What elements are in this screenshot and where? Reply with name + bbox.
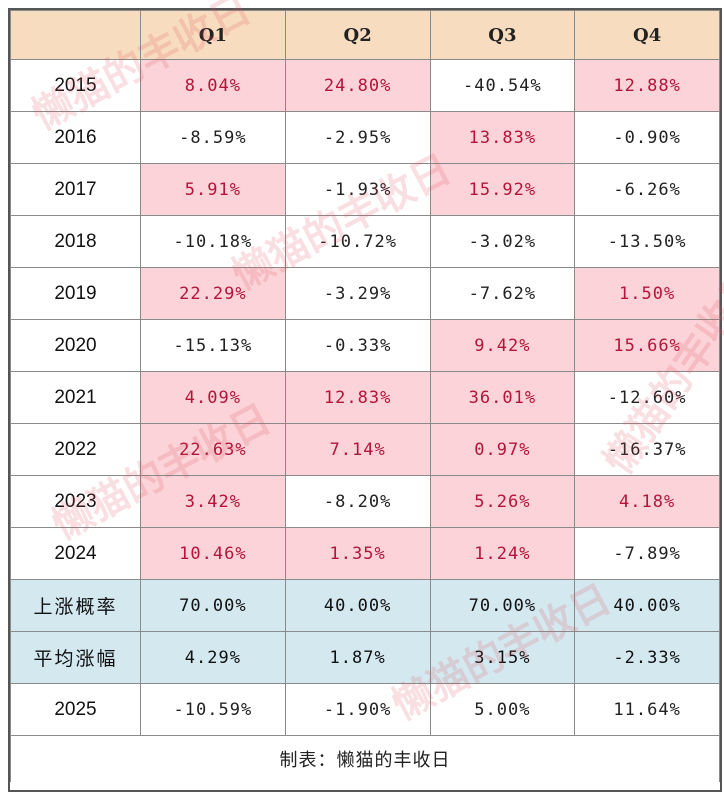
- header-q2: Q2: [284, 10, 431, 60]
- return-cell: 4.18%: [574, 475, 720, 528]
- return-cell: -16.37%: [574, 423, 720, 476]
- return-cell: -3.02%: [429, 215, 576, 268]
- return-cell: 22.29%: [140, 267, 286, 320]
- return-cell: 12.88%: [574, 59, 720, 112]
- return-cell: 0.97%: [429, 423, 576, 476]
- return-cell: 9.42%: [429, 319, 576, 372]
- stat-cell: 1.87%: [284, 631, 431, 684]
- return-cell: 1.35%: [284, 527, 431, 580]
- return-cell: -13.50%: [574, 215, 720, 268]
- return-cell: 22.63%: [140, 423, 286, 476]
- table-row: 2017 5.91% -1.93% 15.92% -6.26%: [10, 163, 720, 216]
- return-cell: -15.13%: [140, 319, 286, 372]
- stat-cell: 70.00%: [140, 579, 286, 632]
- table-credit: 制表：懒猫的丰收日: [10, 735, 720, 782]
- return-cell: 11.64%: [574, 683, 720, 736]
- year-cell: 2025: [10, 683, 141, 736]
- return-cell: -6.26%: [574, 163, 720, 216]
- header-q4: Q4: [574, 10, 720, 60]
- return-cell: -3.29%: [284, 267, 431, 320]
- stat-row: 上涨概率 70.00% 40.00% 70.00% 40.00%: [10, 579, 720, 632]
- return-cell: 5.00%: [429, 683, 576, 736]
- year-cell: 2022: [10, 423, 141, 476]
- quarterly-returns-table: Q1 Q2 Q3 Q4 2015 8.04% 24.80% -40.54% 12.88%…: [10, 10, 720, 782]
- return-cell: -10.18%: [140, 215, 286, 268]
- return-cell: 13.83%: [429, 111, 576, 164]
- year-cell: 2023: [10, 475, 141, 528]
- stat-cell: 70.00%: [429, 579, 576, 632]
- table-row: 2018 -10.18% -10.72% -3.02% -13.50%: [10, 215, 720, 268]
- return-cell: -7.89%: [574, 527, 720, 580]
- stat-cell: 3.15%: [429, 631, 576, 684]
- year-cell: 2015: [10, 59, 141, 112]
- stat-cell: -2.33%: [574, 631, 720, 684]
- return-cell: 3.42%: [140, 475, 286, 528]
- stat-label: 上涨概率: [10, 579, 141, 632]
- year-cell: 2021: [10, 371, 141, 424]
- return-cell: 15.92%: [429, 163, 576, 216]
- table-row: 2016 -8.59% -2.95% 13.83% -0.90%: [10, 111, 720, 164]
- return-cell: 1.24%: [429, 527, 576, 580]
- return-cell: 10.46%: [140, 527, 286, 580]
- table-row: 2023 3.42% -8.20% 5.26% 4.18%: [10, 475, 720, 528]
- return-cell: 24.80%: [284, 59, 431, 112]
- returns-table-frame: Q1 Q2 Q3 Q4 2015 8.04% 24.80% -40.54% 12.88%…: [8, 8, 722, 792]
- table-row: 2019 22.29% -3.29% -7.62% 1.50%: [10, 267, 720, 320]
- table-row: 2022 22.63% 7.14% 0.97% -16.37%: [10, 423, 720, 476]
- return-cell: -2.95%: [284, 111, 431, 164]
- header-q1: Q1: [140, 10, 286, 60]
- return-cell: 5.91%: [140, 163, 286, 216]
- footer-row: 制表：懒猫的丰收日: [10, 735, 720, 782]
- return-cell: 1.50%: [574, 267, 720, 320]
- stat-label: 平均涨幅: [10, 631, 141, 684]
- return-cell: -40.54%: [429, 59, 576, 112]
- table-row: 2021 4.09% 12.83% 36.01% -12.60%: [10, 371, 720, 424]
- year-cell: 2018: [10, 215, 141, 268]
- return-cell: -1.90%: [284, 683, 431, 736]
- return-cell: -12.60%: [574, 371, 720, 424]
- return-cell: 36.01%: [429, 371, 576, 424]
- table-body: 2015 8.04% 24.80% -40.54% 12.88% 2016 -8.59% -2…: [10, 59, 720, 782]
- stat-cell: 40.00%: [574, 579, 720, 632]
- return-cell: 7.14%: [284, 423, 431, 476]
- return-cell: -8.59%: [140, 111, 286, 164]
- year-cell: 2024: [10, 527, 141, 580]
- return-cell: -0.33%: [284, 319, 431, 372]
- header-row: Q1 Q2 Q3 Q4: [10, 10, 720, 60]
- return-cell: 5.26%: [429, 475, 576, 528]
- return-cell: -1.93%: [284, 163, 431, 216]
- return-cell: 4.09%: [140, 371, 286, 424]
- year-cell: 2019: [10, 267, 141, 320]
- stat-cell: 40.00%: [284, 579, 431, 632]
- return-cell: -10.72%: [284, 215, 431, 268]
- header-q3: Q3: [429, 10, 576, 60]
- current-year-row: 2025 -10.59% -1.90% 5.00% 11.64%: [10, 683, 720, 736]
- return-cell: -10.59%: [140, 683, 286, 736]
- stat-cell: 4.29%: [140, 631, 286, 684]
- year-cell: 2016: [10, 111, 141, 164]
- table-row: 2015 8.04% 24.80% -40.54% 12.88%: [10, 59, 720, 112]
- return-cell: 12.83%: [284, 371, 431, 424]
- year-cell: 2017: [10, 163, 141, 216]
- table-row: 2024 10.46% 1.35% 1.24% -7.89%: [10, 527, 720, 580]
- return-cell: -7.62%: [429, 267, 576, 320]
- return-cell: -8.20%: [284, 475, 431, 528]
- return-cell: -0.90%: [574, 111, 720, 164]
- return-cell: 8.04%: [140, 59, 286, 112]
- return-cell: 15.66%: [574, 319, 720, 372]
- header-corner: [10, 10, 141, 60]
- year-cell: 2020: [10, 319, 141, 372]
- stat-row: 平均涨幅 4.29% 1.87% 3.15% -2.33%: [10, 631, 720, 684]
- table-row: 2020 -15.13% -0.33% 9.42% 15.66%: [10, 319, 720, 372]
